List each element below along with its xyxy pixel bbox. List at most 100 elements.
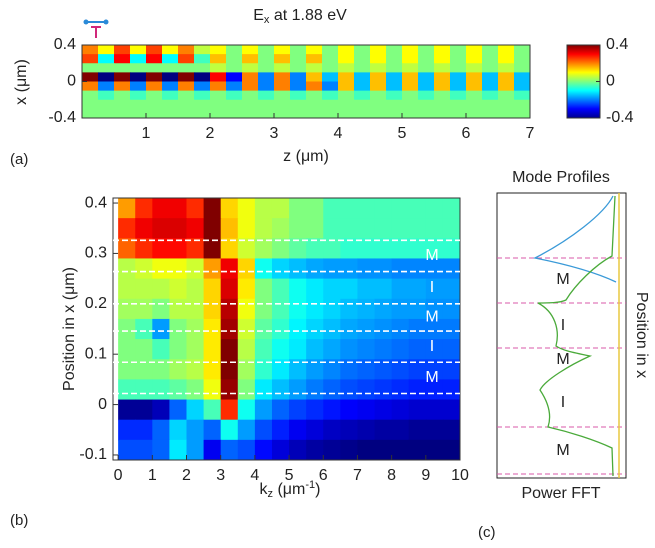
heatmap-cell	[114, 108, 131, 118]
heatmap-cell	[118, 298, 136, 320]
profile-box	[496, 192, 627, 479]
heatmap-cell	[442, 439, 460, 460]
heatmap-cell	[220, 278, 239, 300]
heatmap-cell	[290, 54, 307, 64]
heatmap-cell	[130, 72, 147, 83]
heatmap-cell	[357, 339, 376, 360]
heatmap-cell	[442, 298, 460, 320]
heatmap-cell	[130, 54, 147, 64]
heatmap-cell	[323, 258, 341, 280]
heatmap-cell	[386, 99, 403, 110]
heatmap-cell	[130, 45, 147, 55]
heatmap-cell	[391, 198, 410, 219]
heatmap-cell	[146, 108, 163, 118]
heatmap-cell	[450, 54, 467, 64]
heatmap-cell	[274, 81, 291, 92]
heatmap-cell	[323, 298, 341, 320]
heatmap-cell	[271, 399, 290, 421]
heatmap-cell	[254, 399, 273, 421]
heatmap-cell	[186, 439, 205, 460]
plot-frame	[112, 197, 461, 461]
heatmap-cell	[271, 198, 290, 219]
x-tick-label: 6	[319, 467, 328, 484]
heatmap-cell	[258, 108, 275, 118]
heatmap-cell	[408, 218, 427, 239]
heatmap-cell	[391, 399, 410, 421]
heatmap-cell	[354, 45, 371, 55]
title-subscript: x	[264, 14, 270, 26]
heatmap-cell	[135, 238, 153, 260]
heatmap-cell	[374, 218, 393, 239]
heatmap-cell	[340, 298, 359, 320]
heatmap-cell	[114, 54, 131, 64]
heatmap-cell	[434, 63, 451, 73]
heatmap-cell	[425, 399, 444, 421]
heatmap-cell	[237, 439, 256, 460]
heatmap-cell	[258, 54, 275, 64]
heatmap-cell	[254, 278, 273, 300]
heatmap-cell	[498, 54, 515, 64]
heatmap-cell	[162, 108, 179, 118]
heatmap-cell	[237, 198, 256, 219]
heatmap-cell	[226, 90, 243, 101]
heatmap-cell	[98, 108, 115, 118]
heatmap-cell	[408, 359, 427, 380]
heatmap-cell	[374, 198, 393, 219]
heatmap-cell	[391, 238, 410, 260]
heatmap-cell	[450, 81, 467, 92]
heatmap-cell	[271, 298, 290, 320]
heatmap-cell	[203, 198, 222, 219]
layer-boundaries	[497, 257, 626, 475]
chart-title: Ex at 1.88 eV	[253, 7, 347, 26]
y-tick-label: 0	[98, 396, 107, 413]
heatmap-cell	[374, 439, 393, 460]
heatmap-cell	[408, 339, 427, 360]
heatmap-cell	[242, 90, 259, 101]
heatmap-cell	[290, 63, 307, 73]
heatmap-cell	[242, 54, 259, 64]
label-subscript: z	[268, 488, 274, 500]
heatmap-cell	[290, 99, 307, 110]
heatmap-cell	[357, 238, 376, 260]
heatmap-cell	[146, 54, 163, 64]
heatmap-cell	[186, 419, 205, 441]
heatmap-cell	[289, 278, 307, 300]
heatmap-cell	[98, 99, 115, 110]
heatmap-cell	[442, 258, 460, 280]
heatmap-cell	[130, 81, 147, 92]
heatmap-cell	[374, 318, 393, 340]
y-axis-label: Position in x (μm)	[61, 267, 78, 391]
heatmap-cell	[242, 45, 259, 55]
heatmap-cell	[354, 99, 371, 110]
heatmap-cell	[434, 90, 451, 101]
heatmap-cell	[220, 419, 239, 441]
heatmap-cell	[498, 90, 515, 101]
heatmap-cell	[178, 63, 195, 73]
heatmap-cell	[237, 218, 256, 239]
label-part: )	[315, 481, 320, 498]
heatmap-cell	[340, 278, 359, 300]
heatmap-cell	[357, 218, 376, 239]
heatmap-cell	[258, 99, 275, 110]
heatmap-cell	[162, 90, 179, 101]
layer-label: M	[425, 247, 438, 264]
heatmap-cell	[434, 72, 451, 83]
heatmap-cell	[450, 108, 467, 118]
heatmap-cell	[146, 72, 163, 83]
heatmap-cell	[226, 45, 243, 55]
heatmap-cell	[152, 379, 171, 401]
heatmap-cell	[162, 45, 179, 55]
heatmap-cell	[254, 318, 273, 340]
heatmap-cell	[289, 298, 307, 320]
heatmap-cell	[374, 379, 393, 401]
heatmap-cell	[370, 63, 387, 73]
heatmap-cell	[146, 45, 163, 55]
heatmap-cell	[425, 198, 444, 219]
heatmap-cell	[306, 318, 324, 340]
heatmap-cell	[169, 198, 188, 219]
heatmap-cell	[194, 72, 211, 83]
heatmap-cell	[374, 278, 393, 300]
heatmap-cell	[402, 45, 419, 55]
layer-label: M	[556, 351, 569, 368]
heatmap-cell	[391, 318, 410, 340]
